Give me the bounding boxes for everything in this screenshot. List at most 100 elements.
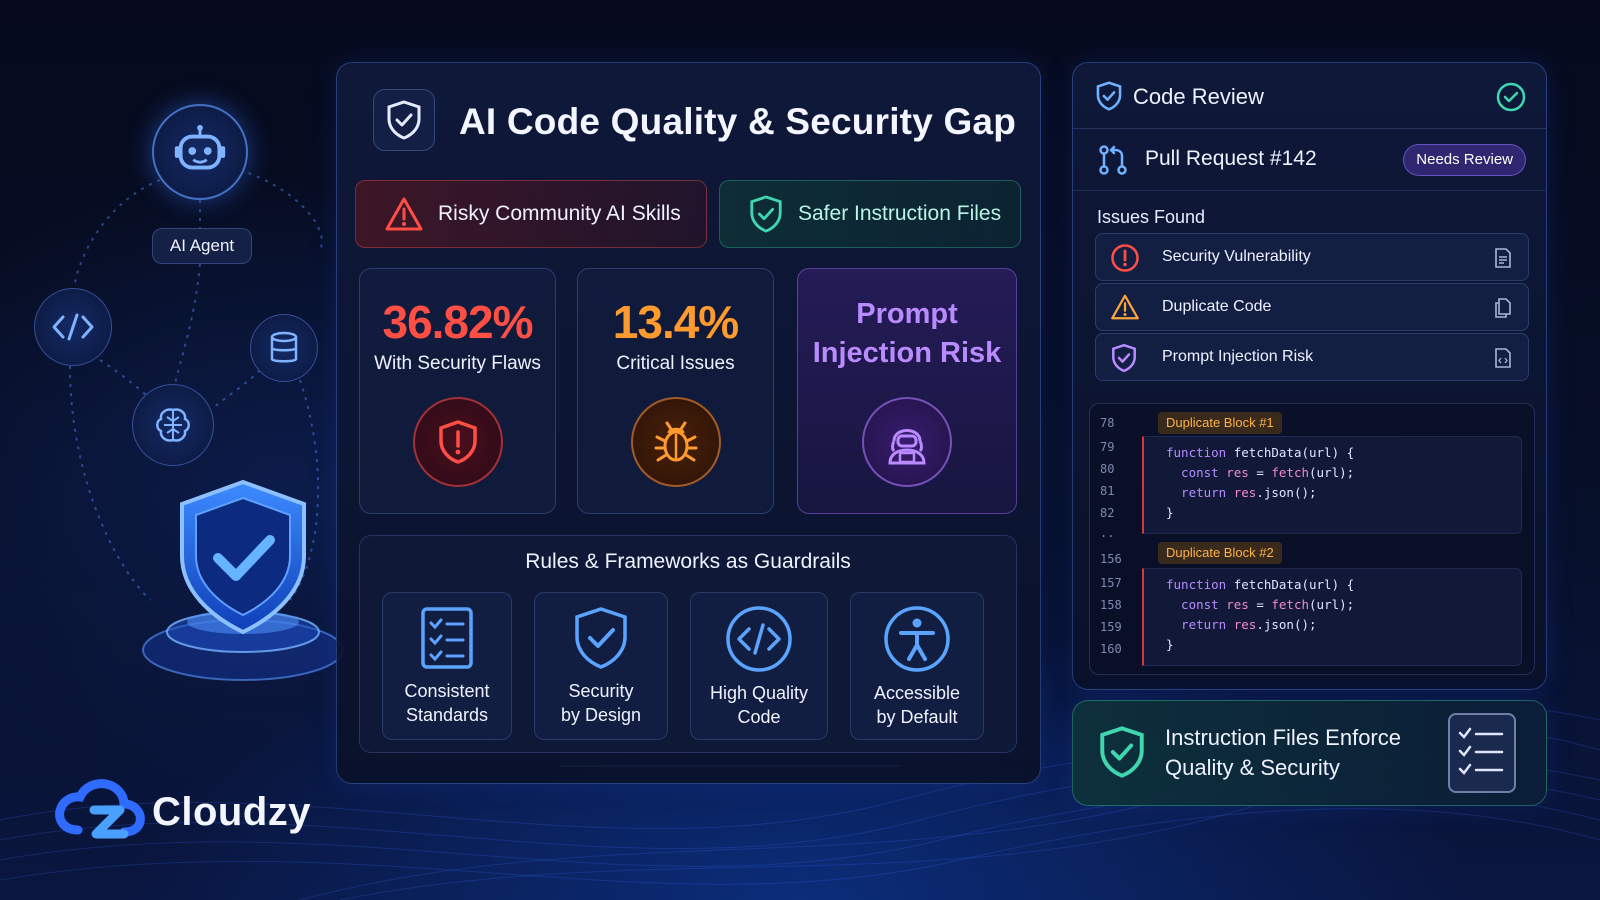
shield-check-icon — [180, 479, 306, 635]
brain-node — [132, 384, 214, 466]
robot-icon — [174, 124, 226, 170]
stat-card-prompt-injection-risk: Prompt Injection Risk — [797, 268, 1017, 514]
hacker-icon — [888, 429, 926, 465]
copy-file-icon[interactable] — [1494, 297, 1512, 319]
duplicate-code-block: function fetchData(url) { const res = fe… — [1142, 568, 1522, 666]
shield-check-icon — [387, 100, 421, 140]
stat-label: With Security Flaws — [374, 353, 541, 374]
brand-name: Cloudzy — [152, 790, 312, 834]
title-icon-box — [373, 89, 435, 151]
line-number: 159 — [1100, 620, 1122, 634]
checklist-icon — [421, 607, 473, 669]
issue-label: Prompt Injection Risk — [1162, 348, 1314, 365]
guardrail-accessible-by-default[interactable]: Accessible by Default — [850, 592, 984, 740]
issue-label: Security Vulnerability — [1162, 248, 1311, 265]
guardrail-label: Security by Design — [560, 681, 642, 725]
stat-title: Prompt Injection Risk — [812, 298, 1002, 369]
tab-label: Safer Instruction Files — [798, 202, 1002, 225]
bug-icon — [654, 421, 697, 462]
shield-alert-icon — [438, 420, 477, 464]
stat-card-security-flaws: 36.82% With Security Flaws — [359, 268, 556, 514]
guardrail-security-by-design[interactable]: Security by Design — [534, 592, 668, 740]
guardrails-section: Rules & Frameworks as Guardrails Consist… — [359, 535, 1017, 753]
duplicate-block-badge: Duplicate Block #1 — [1158, 412, 1282, 434]
guardrails-title: Rules & Frameworks as Guardrails — [525, 550, 851, 573]
stat-icon-circle — [412, 397, 503, 487]
pull-request-row[interactable]: Pull Request #142 Needs Review — [1073, 129, 1546, 191]
shield-check-icon — [575, 607, 627, 669]
alert-circle-icon — [1111, 244, 1139, 272]
code-review-panel: Code Review Pull Request #142 Needs Revi… — [1072, 62, 1547, 690]
code-review-header: Code Review — [1073, 63, 1546, 129]
cloudzy-logo-icon — [55, 779, 145, 839]
code-line: function fetchData(url) { — [1166, 577, 1355, 592]
status-badge: Needs Review — [1403, 144, 1526, 176]
enforce-message: Instruction Files Enforce Quality & Secu… — [1165, 725, 1401, 780]
line-number: 78 — [1100, 416, 1115, 430]
code-diff-viewer[interactable]: 78 Duplicate Block #1 79 80 81 82 functi… — [1089, 403, 1535, 675]
shield-check-icon — [1112, 343, 1136, 373]
page-title: AI Code Quality & Security Gap — [459, 101, 1017, 142]
guardrail-label: Accessible by Default — [873, 683, 961, 727]
instruction-files-enforce-card: Instruction Files Enforce Quality & Secu… — [1072, 700, 1547, 806]
code-line: const res = fetch(url); — [1166, 597, 1355, 612]
duplicate-block-badge: Duplicate Block #2 — [1158, 542, 1282, 564]
issue-label: Duplicate Code — [1162, 298, 1272, 315]
code-review-title: Code Review — [1133, 84, 1264, 109]
checklist-icon — [1458, 727, 1504, 775]
shield-check-icon — [750, 195, 782, 233]
code-file-icon[interactable] — [1494, 347, 1512, 369]
stat-card-critical-issues: 13.4% Critical Issues — [577, 268, 774, 514]
line-number: 156 — [1100, 552, 1122, 566]
code-line: function fetchData(url) { — [1166, 445, 1355, 460]
guardrail-label: Consistent Standards — [404, 681, 490, 725]
code-node — [34, 288, 112, 366]
stat-icon-circle — [630, 397, 721, 487]
pull-request-title: Pull Request #142 — [1145, 147, 1317, 170]
line-ellipsis: .. — [1100, 526, 1115, 540]
line-number: 81 — [1100, 484, 1115, 498]
line-number: 79 — [1100, 440, 1115, 454]
issue-security-vulnerability[interactable]: Security Vulnerability — [1095, 233, 1529, 281]
issue-prompt-injection-risk[interactable]: Prompt Injection Risk — [1095, 333, 1529, 381]
code-line: } — [1166, 637, 1174, 652]
stat-value: 36.82% — [382, 296, 533, 348]
duplicate-code-block: function fetchData(url) { const res = fe… — [1142, 436, 1522, 534]
guardrail-label: High Quality Code — [709, 683, 809, 727]
code-icon — [726, 606, 792, 672]
tab-risky-community-ai-skills[interactable]: Risky Community AI Skills — [355, 180, 707, 248]
accessibility-icon — [884, 606, 950, 672]
line-number: 158 — [1100, 598, 1122, 612]
issues-found-label: Issues Found — [1097, 207, 1206, 227]
stat-value: 13.4% — [612, 296, 739, 348]
git-pull-request-icon — [1099, 145, 1127, 175]
file-icon[interactable] — [1494, 247, 1512, 269]
ai-agent-label: AI Agent — [152, 228, 252, 264]
tab-label: Risky Community AI Skills — [438, 202, 681, 225]
check-circle-icon[interactable] — [1496, 82, 1526, 112]
code-line: return res.json(); — [1166, 485, 1317, 500]
warning-icon — [385, 197, 423, 231]
checklist-document — [1448, 713, 1516, 793]
ai-agent-node — [152, 104, 248, 200]
stat-icon-circle — [862, 397, 952, 487]
code-icon — [52, 313, 94, 341]
line-number: 160 — [1100, 642, 1122, 656]
shield-check-icon — [1100, 726, 1144, 778]
code-line: const res = fetch(url); — [1166, 465, 1355, 480]
guardrail-consistent-standards[interactable]: Consistent Standards — [382, 592, 512, 740]
quality-security-panel: AI Code Quality & Security Gap Risky Com… — [336, 62, 1041, 784]
issue-duplicate-code[interactable]: Duplicate Code — [1095, 283, 1529, 331]
brain-circuit-icon — [156, 408, 190, 442]
line-number: 157 — [1100, 576, 1122, 590]
guardrail-high-quality-code[interactable]: High Quality Code — [690, 592, 828, 740]
stat-label: Critical Issues — [616, 353, 735, 374]
database-icon — [270, 331, 298, 363]
code-line: } — [1166, 505, 1174, 520]
line-number: 82 — [1100, 506, 1115, 520]
shield-check-icon — [1096, 81, 1122, 111]
tab-safer-instruction-files[interactable]: Safer Instruction Files — [719, 180, 1021, 248]
database-node — [250, 314, 318, 382]
warning-icon — [1111, 294, 1139, 320]
code-line: return res.json(); — [1166, 617, 1317, 632]
